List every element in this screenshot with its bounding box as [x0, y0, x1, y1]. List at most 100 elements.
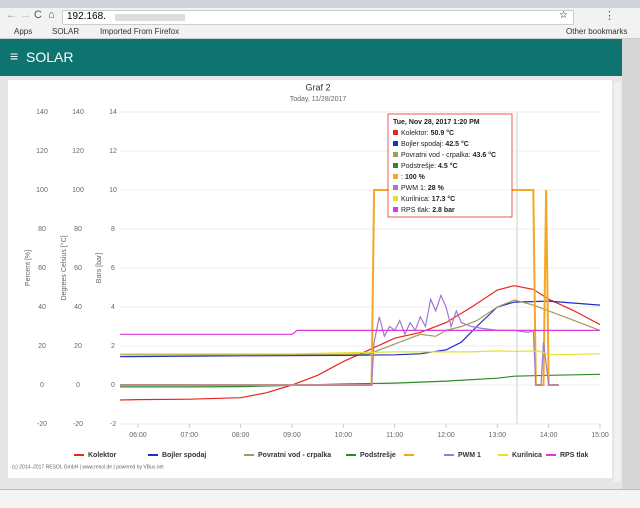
tooltip-swatch [393, 196, 398, 201]
y-tick-label: 14 [109, 109, 117, 116]
y-tick-label: 100 [72, 187, 84, 194]
url: 192.168. [67, 11, 106, 22]
bottom-window [0, 489, 640, 508]
y-tick-label: -20 [37, 421, 47, 428]
y-tick-label: 12 [109, 148, 117, 155]
series-line [120, 299, 601, 356]
y-tick-label: 20 [38, 343, 46, 350]
home-button[interactable]: ⌂ [48, 9, 55, 21]
series-line [120, 293, 559, 386]
tooltip-label: PWM 1: [401, 185, 426, 192]
scrollbar[interactable] [614, 82, 621, 482]
axis-title: Degrees Celsius [°C] [60, 235, 68, 300]
tooltip-label: Kurilnica: [401, 196, 430, 203]
y-tick-label: 80 [74, 226, 82, 233]
x-tick-label: 15:00 [591, 432, 609, 439]
tooltip-swatch [393, 152, 398, 157]
x-tick-label: 14:00 [540, 432, 558, 439]
bookmarks-bar: Apps SOLAR Imported From Firefox Other b… [0, 25, 640, 39]
y-tick-label: 4 [111, 304, 115, 311]
tooltip-swatch [393, 174, 398, 179]
y-tick-label: 60 [74, 265, 82, 272]
series-line [119, 300, 601, 358]
bookmark[interactable]: Other bookmarks [566, 27, 628, 36]
legend-label: Kurilnica [512, 452, 542, 459]
y-tick-label: 0 [111, 382, 115, 389]
side-window [622, 39, 640, 489]
tooltip-swatch [393, 130, 398, 135]
tooltip-label: Povratni vod - crpalka: [401, 152, 471, 159]
x-tick-label: 10:00 [335, 432, 353, 439]
reload-button[interactable]: C [34, 9, 42, 21]
menu-button[interactable]: ⋮ [604, 10, 615, 22]
forward-button[interactable]: → [20, 9, 31, 21]
tab-strip [0, 0, 640, 8]
x-tick-label: 12:00 [437, 432, 455, 439]
tooltip-swatch [393, 163, 398, 168]
legend-label: Podstrešje [360, 452, 396, 459]
tooltip-label: Kolektor: [401, 130, 429, 137]
x-tick-label: 11:00 [386, 432, 403, 439]
y-tick-label: -20 [73, 421, 83, 428]
y-tick-label: 6 [111, 265, 115, 272]
y-tick-label: 2 [111, 343, 115, 350]
tooltip-value: 4.5 °C [438, 162, 458, 170]
y-tick-label: 20 [74, 343, 82, 350]
y-tick-label: 8 [111, 226, 115, 233]
redacted [115, 14, 185, 21]
y-tick-label: 100 [36, 187, 48, 194]
tooltip [387, 113, 513, 218]
y-tick-label: 140 [72, 109, 84, 116]
toolbar: ← → C ⌂ 192.168. ☆ ⋮ [0, 8, 640, 25]
y-tick-label: 120 [72, 148, 84, 155]
footer: (c) 2014–2017 RESOL GmbH | www.resol.de … [12, 464, 164, 470]
back-button[interactable]: ← [6, 9, 17, 21]
bookmark[interactable]: Apps [14, 27, 33, 36]
y-tick-label: -2 [110, 421, 116, 428]
tooltip-title: Tue, Nov 28, 2017 1:20 PM [393, 119, 480, 126]
legend-label: Povratni vod - crpalka [258, 452, 331, 459]
tooltip-value: 42.5 °C [445, 140, 468, 148]
y-tick-label: 40 [74, 304, 82, 311]
tooltip-label: Podstrešje: [401, 163, 436, 170]
y-tick-label: 0 [40, 382, 44, 389]
tooltip-value: 28 % [428, 185, 445, 192]
y-tick-label: 40 [38, 304, 46, 311]
axis-title: Percent [%] [25, 250, 32, 286]
bookmark[interactable]: Imported From Firefox [100, 27, 180, 36]
address-bar[interactable]: 192.168. ☆ [62, 10, 574, 25]
x-tick-label: 09:00 [283, 432, 301, 439]
y-tick-label: 10 [109, 187, 117, 194]
x-tick-label: 07:00 [181, 432, 199, 439]
series-line [120, 329, 600, 335]
x-tick-label: 06:00 [129, 432, 147, 439]
y-tick-label: 60 [38, 265, 46, 272]
tooltip-swatch [393, 141, 398, 146]
chart-title: Graf 2 [305, 82, 330, 92]
legend-label: RPS tlak [560, 452, 589, 459]
legend-label: PWM 1 [458, 452, 481, 459]
app-title: SOLAR [26, 49, 74, 65]
series-line [119, 285, 601, 401]
tooltip-value: 2.8 bar [432, 207, 455, 214]
x-tick-label: 13:00 [489, 432, 507, 439]
tooltip-value: 50.9 °C [431, 129, 454, 137]
tooltip-label: RPS tlak: [401, 207, 430, 214]
y-tick-label: 120 [36, 148, 48, 155]
tooltip-value: 43.6 °C [473, 151, 496, 159]
tooltip-swatch [393, 185, 398, 190]
series-line [120, 373, 601, 388]
tooltip-swatch [393, 207, 398, 212]
series-line [120, 350, 601, 356]
app-header: ≡ SOLAR [0, 39, 622, 76]
x-tick-label: 08:00 [232, 432, 250, 439]
tooltip-label: : [401, 174, 403, 181]
chart-subtitle: Today, 11/28/2017 [290, 96, 347, 103]
tooltip-label: Bojler spodaj: [401, 141, 443, 148]
star-icon[interactable]: ☆ [559, 10, 568, 21]
tooltip-value: 17.3 °C [432, 195, 455, 203]
bookmark[interactable]: SOLAR [52, 27, 80, 36]
menu-icon[interactable]: ≡ [10, 48, 19, 64]
